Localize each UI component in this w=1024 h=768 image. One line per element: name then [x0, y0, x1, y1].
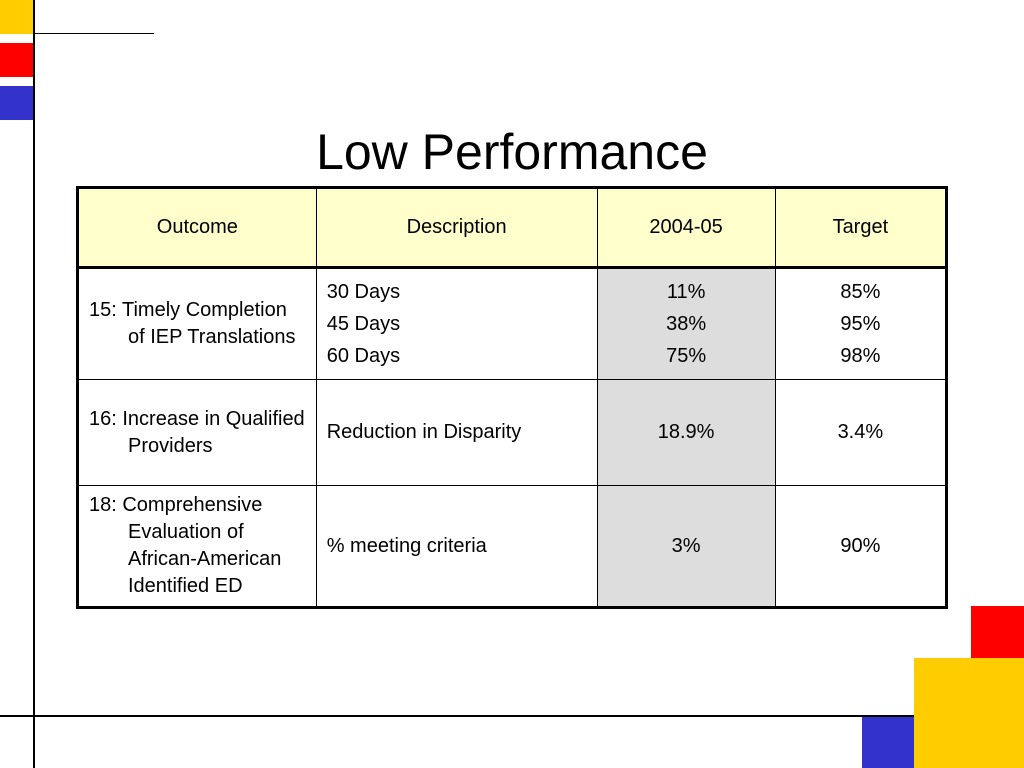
header-2004-05: 2004-05 — [596, 187, 776, 269]
description-cell: Reduction in Disparity — [315, 379, 598, 486]
value-2004-05-cell: 11% 38% 75% — [596, 267, 776, 380]
value-item: 11% — [666, 281, 706, 303]
header-target: Target — [774, 187, 948, 269]
outcome-text: 16: Increase in Qualified Providers — [89, 407, 305, 457]
decor-blue-square-top — [0, 86, 34, 120]
outcome-cell: 15: Timely Completion of IEP Translation… — [77, 267, 317, 380]
decor-yellow-square-top — [0, 0, 34, 34]
slide-title: Low Performance — [316, 123, 708, 180]
header-outcome: Outcome — [77, 187, 317, 269]
decor-red-square-top — [0, 43, 34, 77]
performance-table: Outcome Description 2004-05 Target 15: T… — [76, 186, 948, 609]
target-item: 95% — [840, 313, 881, 335]
table-header-row: Outcome Description 2004-05 Target — [77, 187, 948, 269]
value-item: 38% — [666, 313, 707, 335]
outcome-cell: 16: Increase in Qualified Providers — [77, 379, 317, 486]
outcome-text: 18: Comprehensive Evaluation of African-… — [89, 494, 282, 597]
table-row: 15: Timely Completion of IEP Translation… — [77, 267, 948, 380]
description-item: 30 Days — [326, 281, 401, 303]
value-2004-05-cell: 18.9% — [596, 379, 776, 486]
decor-yellow-square-bottom — [914, 658, 1024, 768]
decor-blue-square-bottom — [862, 717, 914, 768]
decor-vertical-line — [33, 0, 35, 768]
description-item: 45 Days — [326, 313, 401, 335]
target-item: 98% — [840, 345, 881, 367]
header-description: Description — [315, 187, 598, 269]
table-row: 16: Increase in Qualified Providers Redu… — [77, 379, 948, 486]
decor-bottom-line — [0, 715, 914, 717]
target-cell: 85% 95% 98% — [774, 267, 948, 380]
table-row: 18: Comprehensive Evaluation of African-… — [77, 485, 948, 608]
target-item: 85% — [840, 281, 881, 303]
outcome-text: 15: Timely Completion of IEP Translation… — [89, 299, 296, 348]
description-cell: % meeting criteria — [315, 485, 598, 608]
description-item: 60 Days — [326, 345, 401, 367]
description-cell: 30 Days 45 Days 60 Days — [315, 267, 598, 380]
target-cell: 3.4% — [774, 379, 948, 486]
decor-red-square-bottom — [971, 606, 1024, 658]
value-item: 75% — [666, 345, 707, 367]
outcome-cell: 18: Comprehensive Evaluation of African-… — [77, 485, 317, 608]
value-2004-05-cell: 3% — [596, 485, 776, 608]
decor-top-short-line — [34, 33, 154, 34]
target-cell: 90% — [774, 485, 948, 608]
